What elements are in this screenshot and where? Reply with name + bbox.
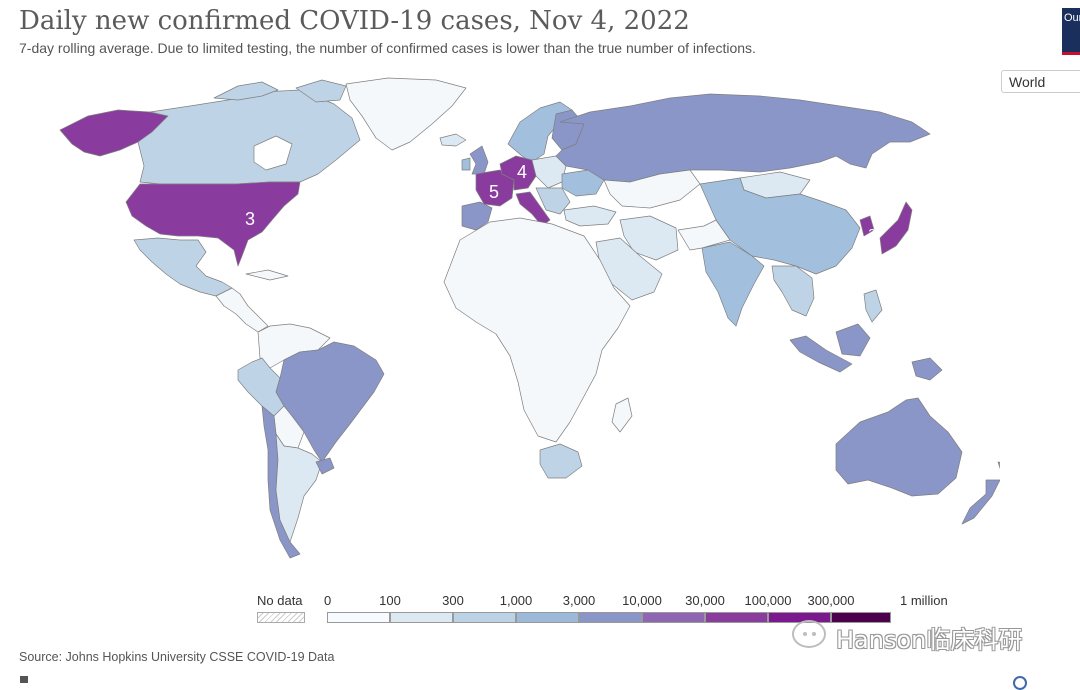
legend-tick-label: 30,000 (685, 593, 725, 608)
country-greenland[interactable] (345, 77, 467, 151)
chart-title: Daily new confirmed COVID-19 cases, Nov … (19, 6, 690, 36)
legend-tick-label: 0 (324, 593, 332, 608)
logo-text: Our World in Data (1064, 12, 1080, 24)
map-label: 4 (517, 162, 527, 182)
country-ireland[interactable] (461, 157, 471, 171)
country-central-america[interactable] (215, 287, 269, 333)
country-new-zealand-north[interactable] (997, 461, 1000, 480)
country-japan[interactable] (879, 201, 913, 255)
legend-tick-label: 100,000 (744, 593, 792, 608)
legend-tick-label: 300,000 (807, 593, 855, 608)
color-legend: No data 0 100 300 1,000 3,000 10,000 30,000 100… (0, 590, 1080, 630)
chart-subtitle: 7-day rolling average. Due to limited te… (19, 40, 756, 56)
country-madagascar[interactable] (611, 397, 633, 433)
legend-swatch[interactable] (327, 612, 390, 623)
country-uruguay[interactable] (315, 457, 335, 475)
source-note: Source: Johns Hopkins University CSSE CO… (19, 650, 335, 664)
country-southeast-asia[interactable] (771, 265, 815, 317)
owid-logo[interactable]: Our World in Data (1062, 8, 1080, 55)
country-germany[interactable] (499, 155, 537, 191)
legend-swatch[interactable] (453, 612, 516, 623)
world-map[interactable]: 3 45 2 (0, 70, 1000, 570)
country-papua[interactable] (911, 357, 943, 381)
country-cuba[interactable] (245, 269, 289, 281)
legend-tick-label: 3,000 (562, 593, 596, 608)
legend-tick-label: 100 (379, 593, 401, 608)
legend-swatch[interactable] (705, 612, 768, 623)
no-data-label: No data (257, 593, 303, 608)
country-iceland[interactable] (439, 133, 467, 147)
wechat-icon (792, 620, 826, 648)
country-south-africa[interactable] (539, 443, 583, 479)
map-label: 5 (489, 182, 499, 202)
country-north-africa[interactable] (443, 217, 631, 443)
play-icon[interactable] (20, 676, 30, 683)
country-australia[interactable] (835, 397, 963, 497)
legend-swatch[interactable] (579, 612, 642, 623)
country-pakistan[interactable] (677, 219, 731, 251)
map-label: 2 (868, 226, 875, 241)
country-usa[interactable] (125, 181, 301, 267)
country-new-zealand[interactable] (961, 479, 1000, 525)
country-canada-arctic-2[interactable] (295, 79, 347, 103)
legend-tick-label: 1,000 (499, 593, 533, 608)
country-iran[interactable] (619, 215, 679, 261)
hudson-bay (253, 135, 293, 171)
legend-swatch[interactable] (831, 612, 891, 623)
legend-tick-label: 1 million (900, 593, 948, 608)
country-indonesia[interactable] (789, 335, 853, 373)
legend-swatch[interactable] (516, 612, 579, 623)
country-india[interactable] (701, 241, 765, 327)
country-spain[interactable] (461, 201, 493, 231)
country-canada[interactable] (137, 89, 361, 185)
legend-tick-label: 10,000 (622, 593, 662, 608)
legend-swatch[interactable] (642, 612, 705, 623)
country-turkey[interactable] (563, 205, 617, 227)
country-russia[interactable] (555, 93, 931, 183)
map-label: 3 (245, 209, 255, 229)
watermark: Hanson临床科研 (792, 618, 1052, 654)
country-philippines[interactable] (863, 289, 883, 323)
no-data-swatch (257, 612, 305, 623)
country-canada-arctic[interactable] (213, 81, 279, 101)
timeline-handle-icon[interactable] (1013, 676, 1027, 690)
country-south-korea[interactable] (859, 215, 875, 237)
country-uk[interactable] (469, 145, 489, 175)
watermark-text: Hanson临床科研 (836, 626, 1023, 654)
legend-swatch[interactable] (390, 612, 453, 623)
country-argentina[interactable] (275, 433, 323, 543)
country-balkans[interactable] (535, 187, 571, 215)
region-select[interactable]: World (1001, 70, 1080, 93)
country-borneo[interactable] (835, 323, 871, 357)
country-mexico[interactable] (133, 237, 233, 297)
legend-tick-label: 300 (442, 593, 464, 608)
country-kazakhstan[interactable] (603, 169, 701, 209)
